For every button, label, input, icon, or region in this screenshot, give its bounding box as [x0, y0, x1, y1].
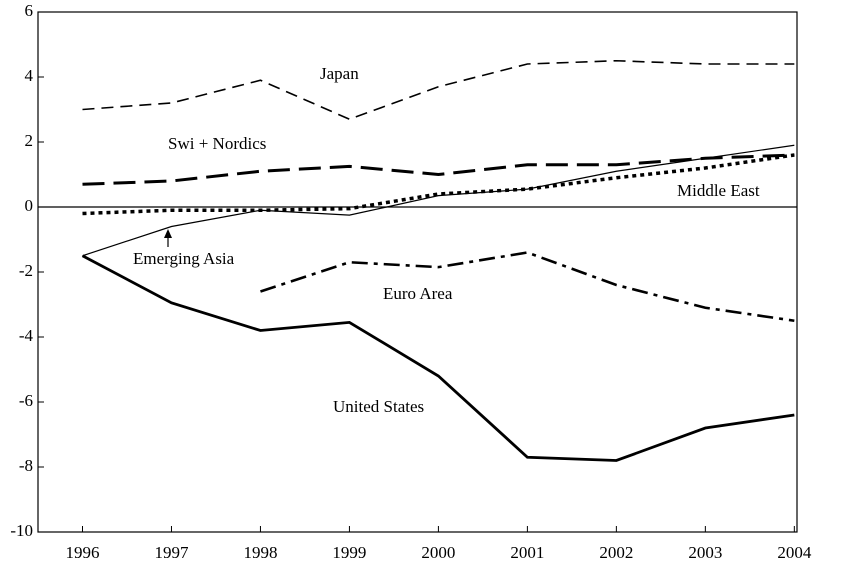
- series-line: [81, 254, 795, 462]
- x-tick-label: 1998: [243, 543, 277, 562]
- x-tick-label: 2000: [421, 543, 455, 562]
- x-tick-label: 1997: [154, 543, 189, 562]
- series-line: [82, 144, 795, 257]
- series-label: Euro Area: [383, 284, 453, 303]
- y-tick-label: 4: [25, 66, 34, 85]
- y-tick-label: -2: [19, 261, 33, 280]
- plot-frame: [37, 11, 798, 533]
- y-tick-label: 6: [25, 1, 34, 20]
- y-tick-label: 0: [25, 196, 34, 215]
- x-tick-label: 1996: [65, 543, 99, 562]
- y-tick-label: 2: [25, 131, 34, 150]
- x-tick-label: 2001: [510, 543, 544, 562]
- series-line: [82, 153, 795, 216]
- y-tick-label: -4: [19, 326, 34, 345]
- series-label: Emerging Asia: [133, 249, 235, 268]
- x-tick-label: 2004: [777, 543, 812, 562]
- x-tick-label: 2002: [599, 543, 633, 562]
- y-tick-label: -6: [19, 391, 33, 410]
- y-tick-label: -8: [19, 456, 33, 475]
- series-label: United States: [333, 397, 424, 416]
- x-tick-label: 1999: [332, 543, 366, 562]
- y-tick-label: -10: [10, 521, 33, 540]
- series-label: Swi + Nordics: [168, 134, 266, 153]
- annotation-arrowhead: [164, 229, 172, 238]
- series-label: Middle East: [677, 181, 760, 200]
- series-label: Japan: [320, 64, 359, 83]
- series-line: [82, 59, 795, 121]
- series-line: [260, 251, 795, 323]
- series-line: [82, 153, 795, 186]
- x-tick-label: 2003: [688, 543, 722, 562]
